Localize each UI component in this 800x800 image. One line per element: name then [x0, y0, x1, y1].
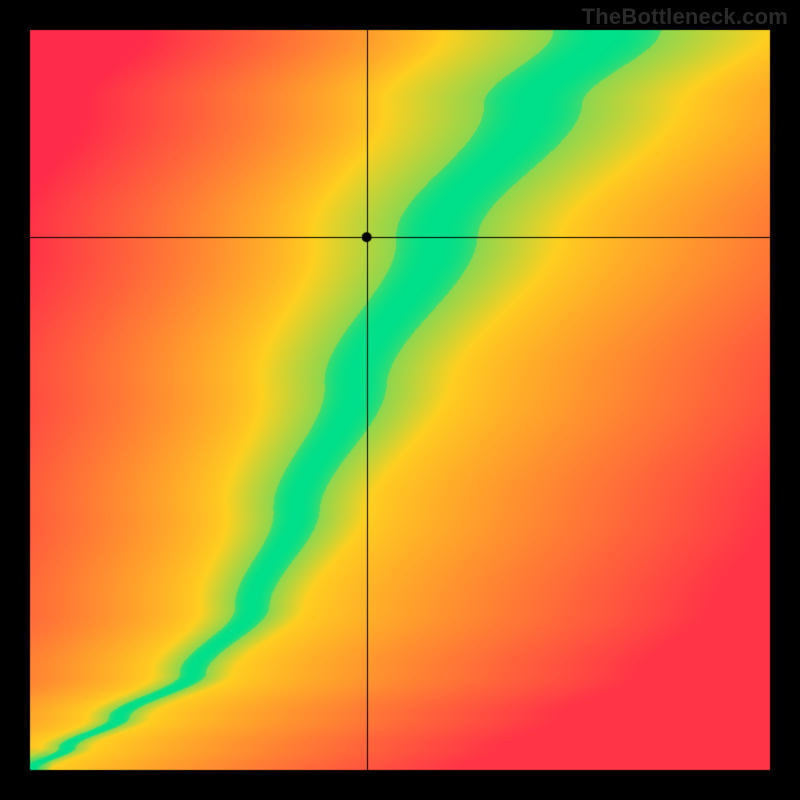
- watermark-text: TheBottleneck.com: [582, 4, 788, 30]
- bottleneck-heatmap: [0, 0, 800, 800]
